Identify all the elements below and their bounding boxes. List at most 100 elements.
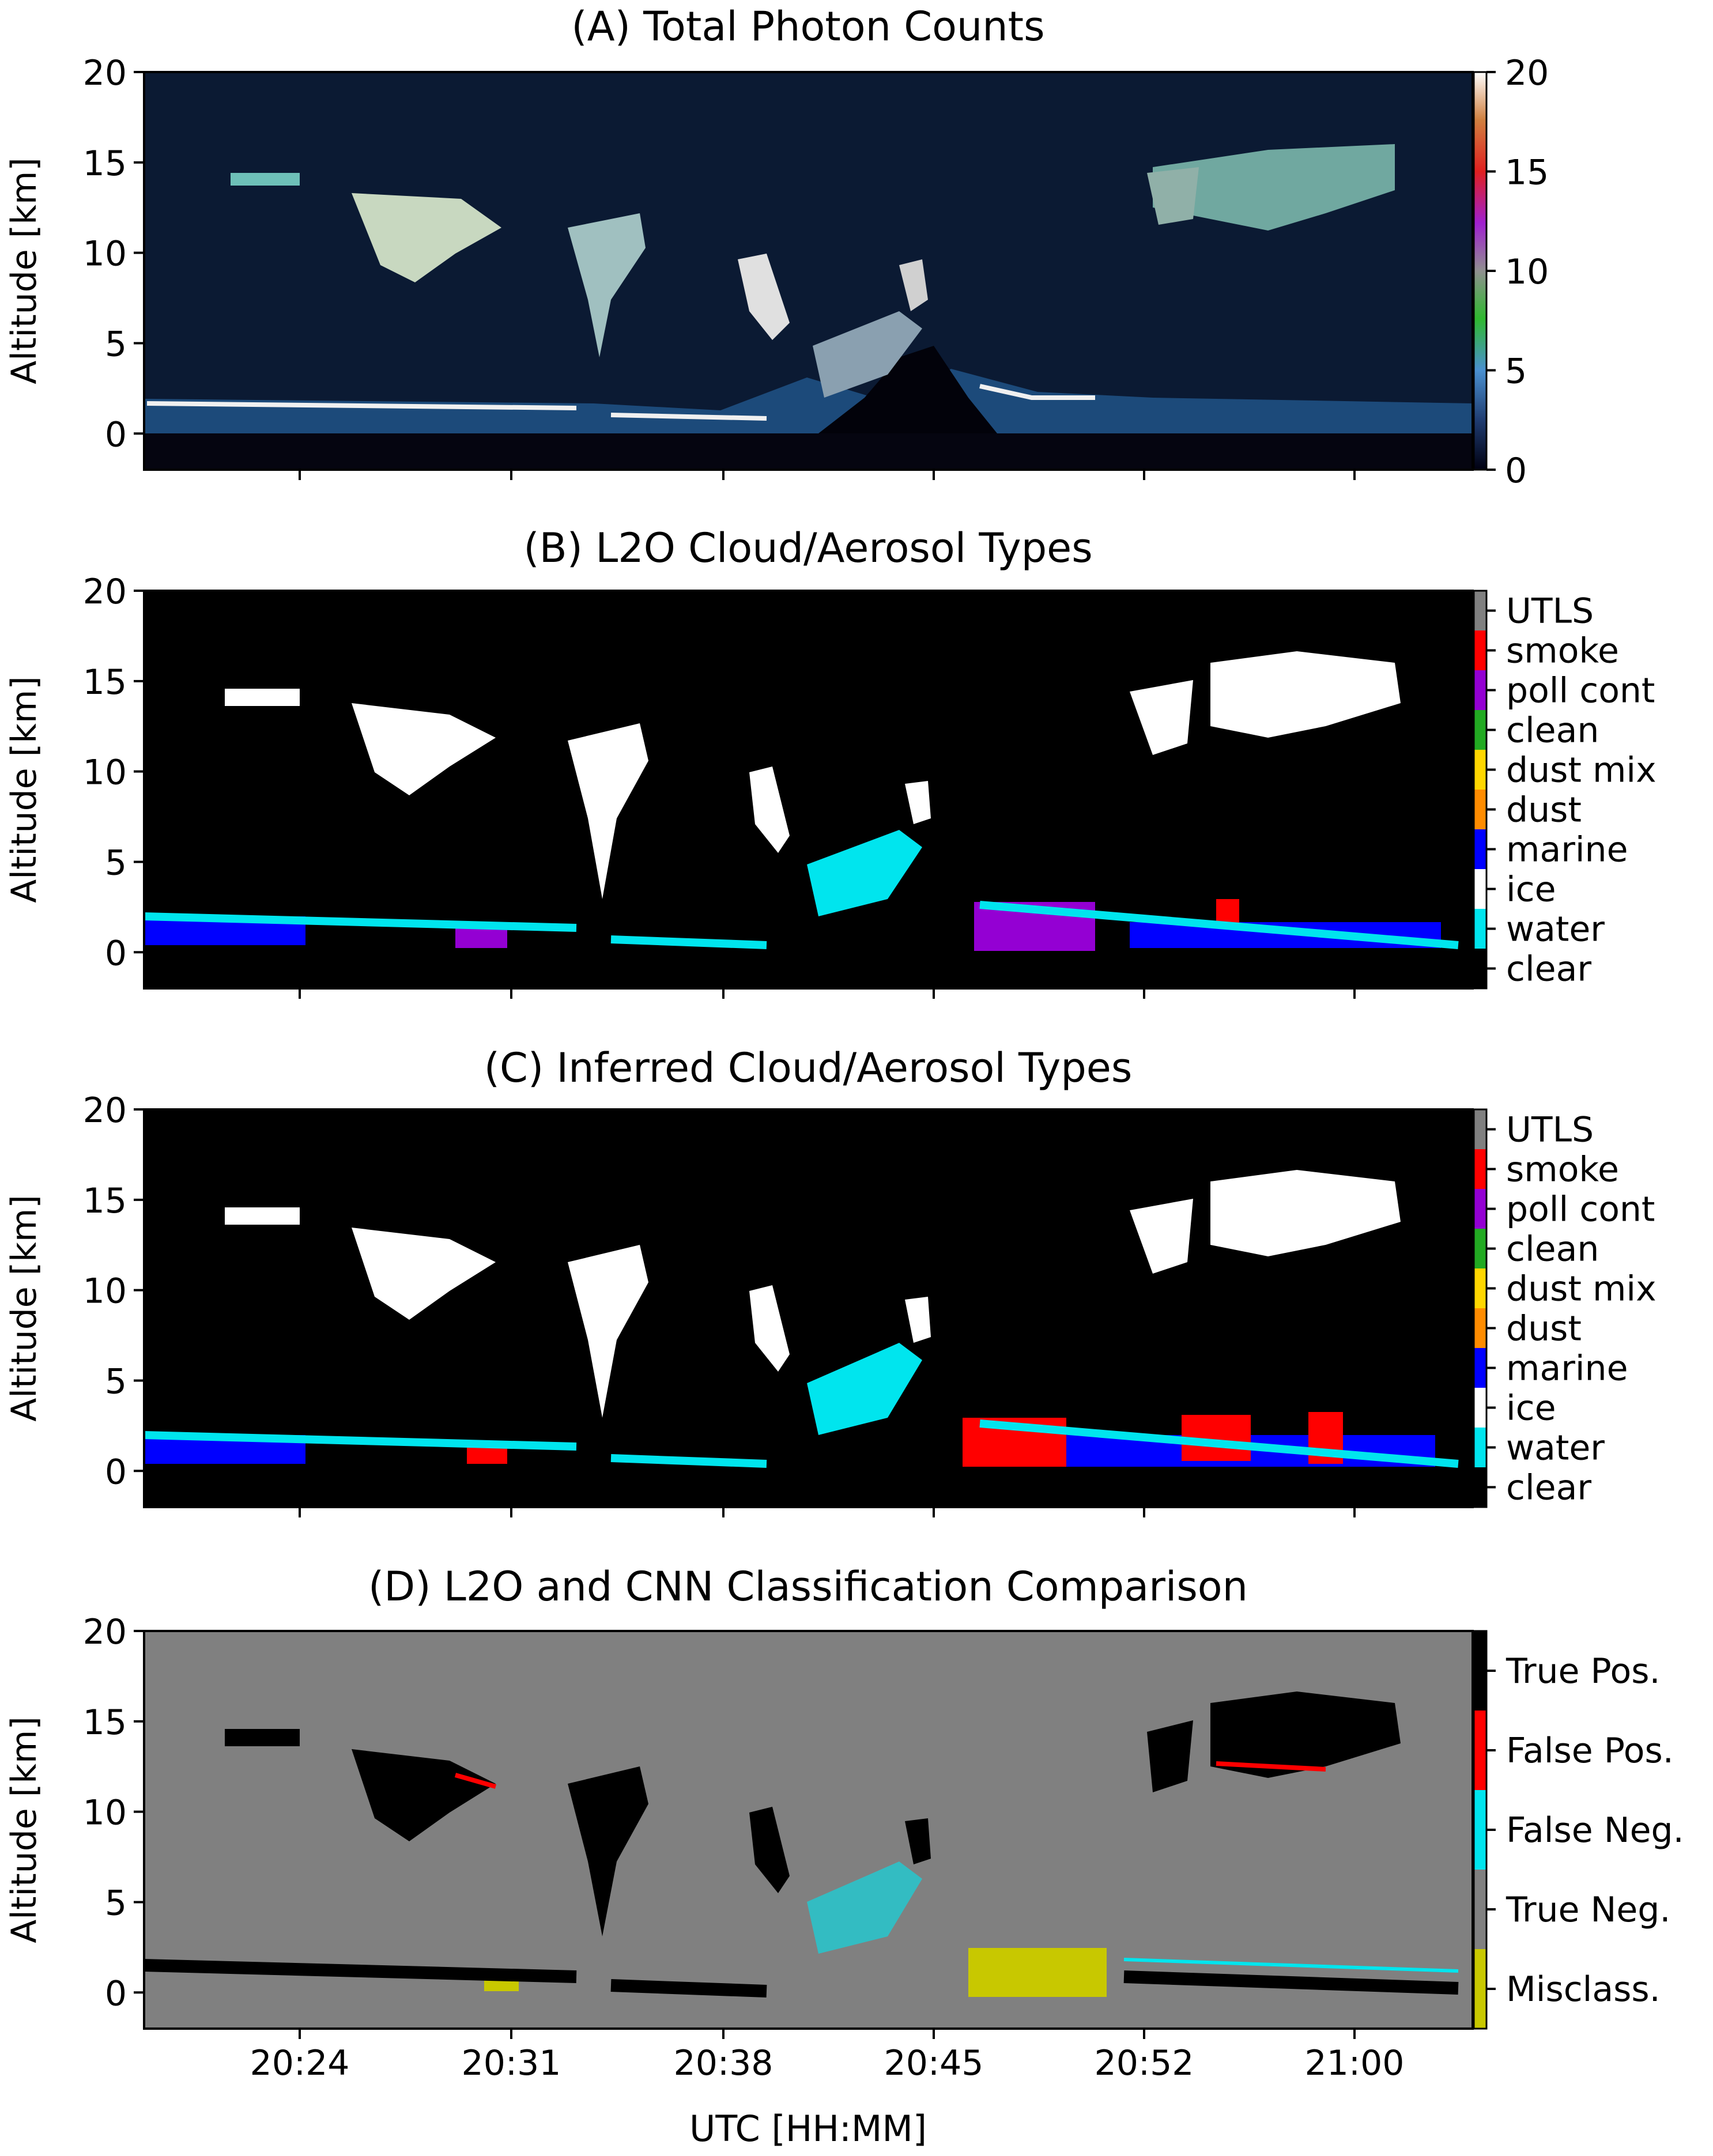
panel-c-ylabel: Altitude [km] <box>4 1195 44 1422</box>
panel-b: (B) L2O Cloud/Aerosol Types clearwateric… <box>143 524 1657 990</box>
x-axis-label: UTC [HH:MM] <box>689 2108 927 2150</box>
panel-d-ytick-label: 5 <box>105 1883 127 1923</box>
panel-a-cirrus-left <box>231 173 300 186</box>
colorbar-swatch-poll-cont <box>1474 1189 1486 1229</box>
colorbar-swatch-poll-cont <box>1474 670 1486 710</box>
panel-d-xtick-label: 21:00 <box>1305 2043 1405 2083</box>
panel-d-boundary-fn <box>1123 1958 1459 1973</box>
panel-d-boundary-tp <box>144 1959 1459 1998</box>
colorbar-label-water: water <box>1506 1428 1605 1468</box>
panel-a-ytick-label: 0 <box>105 414 127 455</box>
panel-c-ytick-label: 10 <box>83 1271 127 1312</box>
colorbar-label-ice: ice <box>1506 870 1556 910</box>
colorbar-label-smoke: smoke <box>1506 631 1619 671</box>
panel-d-tp-cirrus-3 <box>905 1818 931 1864</box>
colorbar-frame <box>1473 590 1488 990</box>
colorbar-label-true-neg-: True Neg. <box>1506 1890 1670 1930</box>
colorbar-swatch-marine <box>1474 829 1486 869</box>
panel-a-convective-1 <box>568 213 646 357</box>
colorbar-swatch-smoke <box>1474 1149 1486 1189</box>
colorbar-swatch-false-pos- <box>1474 1711 1486 1790</box>
panel-a-plot-frame <box>143 71 1474 471</box>
panel-b-ytick-label: 5 <box>105 843 127 883</box>
panel-b-ytick-label: 15 <box>83 662 127 703</box>
colorbar-label-dust-mix: dust mix <box>1506 750 1657 791</box>
panel-d-tp-cirrus-left <box>225 1729 300 1746</box>
panel-c-cirrus-left <box>225 1207 300 1225</box>
panel-c: (C) Inferred Cloud/Aerosol Types clearwa… <box>143 1044 1657 1508</box>
colorbar-label-marine: marine <box>1506 830 1628 870</box>
panel-d-colorbar: Misclass. True Neg. False Neg. False Pos. Tr… <box>1473 1630 1684 2030</box>
panel-b-ytick-label: 0 <box>105 933 127 973</box>
colorbar-label-misclass-: Misclass. <box>1506 1969 1661 2010</box>
axes-layer: 0 5 10 15 20 Altitude [km] 0 5 10 15 20 0 5 10 15 20 Alt… <box>4 53 1549 2083</box>
panel-b-cirrus-3 <box>905 781 931 824</box>
panel-d: (D) L2O and CNN Classification Compariso… <box>143 1563 1684 2030</box>
panel-c-high-cloud <box>1210 1170 1401 1256</box>
panel-d-plot-frame <box>143 1630 1474 2030</box>
panel-c-cirrus-2 <box>749 1285 790 1372</box>
panel-d-misclass-right <box>968 1948 1107 1997</box>
colorbar-swatch-ice <box>1474 869 1486 909</box>
panel-a-ytick-label: 20 <box>83 53 127 93</box>
panel-d-tp-convective-1 <box>568 1766 648 1936</box>
colorbar-swatch-utls <box>1474 591 1486 630</box>
panel-a-cirrus-2 <box>738 254 790 340</box>
panel-b-ytick-label: 10 <box>83 753 127 793</box>
panel-b-high-cloud-left <box>1130 680 1193 755</box>
panel-b-marine-right <box>1130 922 1441 948</box>
panel-c-features <box>144 1170 1459 1468</box>
colorbar-swatch-water <box>1474 1428 1486 1467</box>
panel-c-mid-water <box>807 1343 922 1435</box>
panel-b-convective-1 <box>568 723 648 899</box>
panel-b-cirrus-left <box>225 689 300 706</box>
panel-d-xtick-label: 20:38 <box>674 2043 774 2083</box>
panel-a-ylabel: Altitude [km] <box>4 157 44 384</box>
colorbar-label-false-pos-: False Pos. <box>1506 1731 1674 1771</box>
colorbar-label-clean: clean <box>1506 1229 1599 1270</box>
panel-d-features <box>144 1691 1459 1998</box>
panel-c-cirrus-1 <box>352 1228 496 1320</box>
panel-a-colorbar-gradient <box>1473 71 1488 471</box>
panel-d-tp-cirrus-1 <box>352 1749 496 1841</box>
panel-c-title: (C) Inferred Cloud/Aerosol Types <box>484 1044 1133 1092</box>
panel-b-title: (B) L2O Cloud/Aerosol Types <box>523 524 1092 572</box>
colorbar-label-false-neg-: False Neg. <box>1506 1810 1684 1851</box>
panel-d-ylabel: Altitude [km] <box>4 1716 44 1943</box>
panel-c-water-layer <box>144 1419 1459 1468</box>
panel-d-tp-cirrus-2 <box>749 1807 790 1893</box>
panel-b-cirrus-2 <box>749 767 790 853</box>
colorbar-frame <box>1473 1108 1488 1508</box>
panel-d-fp-edges <box>454 1761 1326 1789</box>
colorbar-label-true-pos-: True Pos. <box>1506 1651 1661 1691</box>
panel-a-colorbar <box>1473 71 1488 471</box>
colorbar-label-smoke: smoke <box>1506 1150 1619 1190</box>
panel-d-fn-mid <box>807 1862 922 1954</box>
panel-d-ytick-label: 15 <box>83 1702 127 1743</box>
panel-d-tp-high-cloud-left <box>1147 1720 1193 1792</box>
colorbar-swatch-clear <box>1474 949 1486 988</box>
panel-a-cirrus-3 <box>899 259 928 311</box>
panel-b-ytick-label: 20 <box>83 572 127 612</box>
panel-a-colorbar-tick-label: 15 <box>1505 153 1549 193</box>
colorbar-label-clear: clear <box>1506 949 1591 990</box>
panel-d-ytick-label: 0 <box>105 1973 127 2014</box>
colorbar-label-utls: UTLS <box>1506 591 1594 632</box>
colorbar-label-ice: ice <box>1506 1388 1556 1429</box>
colorbar-swatch-dust <box>1474 790 1486 829</box>
colorbar-label-marine: marine <box>1506 1349 1628 1389</box>
colorbar-swatch-dust-mix <box>1474 750 1486 790</box>
colorbar-swatch-true-pos- <box>1474 1631 1486 1711</box>
panel-a-below-ground <box>144 433 1473 470</box>
panel-b-features <box>144 651 1459 951</box>
colorbar-swatch-clean <box>1474 1229 1486 1268</box>
panel-a-high-cloud-left-right <box>1147 167 1199 225</box>
colorbar-swatch-false-neg- <box>1474 1790 1486 1870</box>
panel-c-cirrus-3 <box>905 1297 931 1343</box>
colorbar-label-clear: clear <box>1506 1468 1591 1508</box>
panel-b-water-layer <box>144 901 1459 949</box>
panel-a-high-cloud-right <box>1153 144 1395 231</box>
panel-a-dark-hump <box>818 346 997 433</box>
